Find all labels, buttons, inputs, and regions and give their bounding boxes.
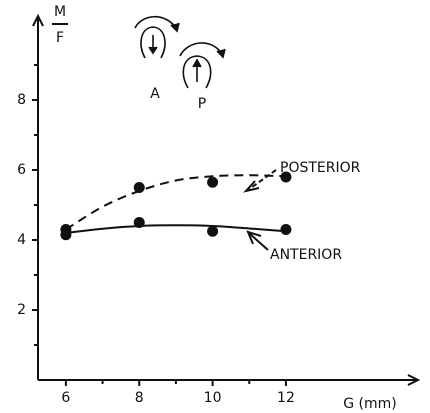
pointer [246, 230, 262, 245]
annotation: A [150, 86, 160, 102]
data-point [280, 171, 292, 183]
pointer [249, 233, 269, 251]
fit-curve [65, 174, 286, 231]
data-point [280, 224, 292, 235]
data-point [207, 225, 219, 237]
x-tick-label: 8 [135, 390, 144, 406]
fit-curve [65, 224, 287, 234]
y-tick-label: 4 [17, 232, 26, 248]
series-label: POSTERIOR [280, 160, 361, 176]
pointer [243, 180, 260, 193]
x-tick-label: 12 [277, 390, 295, 406]
inset-sketch [134, 15, 226, 89]
data-point [133, 217, 145, 228]
pointer [247, 169, 277, 191]
data-point [133, 182, 145, 193]
y-tick-label: 2 [17, 302, 26, 318]
axis-arrow [32, 13, 44, 27]
x-tick-label: 10 [204, 390, 222, 406]
annotation: P [198, 96, 206, 112]
x-axis-label: G (mm) [343, 396, 397, 412]
x-tick-label: 6 [61, 390, 70, 406]
y-label-denominator: F [56, 30, 64, 46]
y-label-numerator: M [54, 4, 66, 20]
y-tick-label: 8 [17, 92, 26, 108]
data-point [60, 229, 72, 241]
axis-arrow [407, 374, 421, 386]
data-point [207, 176, 219, 188]
series-label: ANTERIOR [270, 247, 342, 263]
y-tick-label: 6 [17, 162, 26, 178]
